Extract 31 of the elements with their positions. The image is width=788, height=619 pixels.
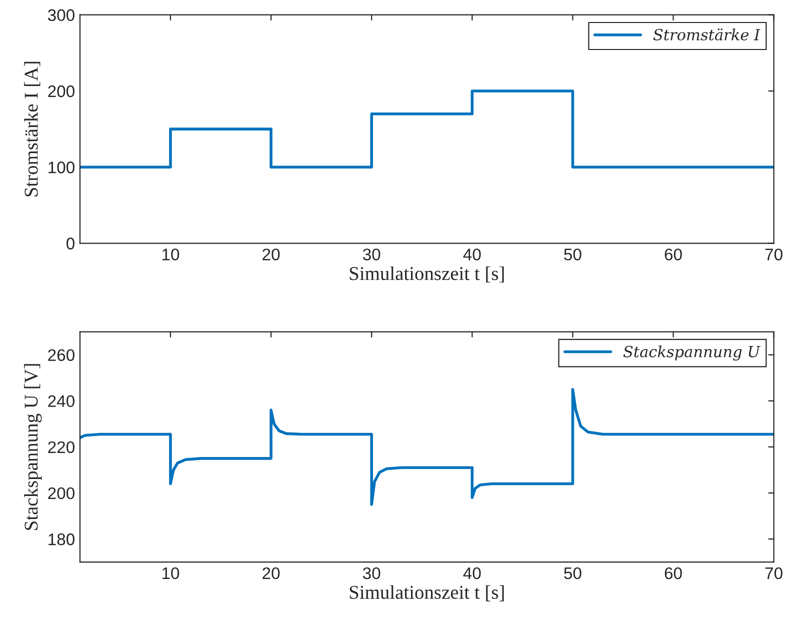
line-series bbox=[80, 90, 774, 169]
line-series bbox=[80, 388, 774, 506]
y-tick-label: 180 bbox=[48, 533, 74, 546]
x-tick-label: 60 bbox=[664, 248, 682, 260]
x-tick-label: 40 bbox=[463, 248, 481, 260]
legend-label: Stackspannung U bbox=[623, 346, 760, 361]
y-tick-label: 240 bbox=[48, 395, 74, 408]
x-axis-title: Simulationszeit t [s] bbox=[350, 266, 504, 283]
y-axis-title: Stackspannung U [V] bbox=[24, 364, 42, 530]
x-tick-label: 70 bbox=[765, 248, 782, 260]
x-tick-label: 30 bbox=[362, 567, 380, 580]
x-tick-label: 10 bbox=[162, 248, 180, 260]
y-tick-label: 220 bbox=[48, 441, 74, 454]
x-tick-label: 10 bbox=[162, 567, 180, 580]
y-axis-title: Stromstärke I [A] bbox=[24, 62, 40, 196]
x-axis-title: Simulationszeit t [s] bbox=[350, 585, 504, 602]
x-tick-label: 50 bbox=[564, 567, 582, 580]
y-tick-label: 300 bbox=[48, 9, 74, 22]
y-tick-label: 200 bbox=[48, 85, 74, 98]
x-tick-label: 30 bbox=[362, 248, 380, 260]
y-tick-label: 0 bbox=[66, 238, 74, 250]
y-tick-label: 260 bbox=[48, 349, 74, 362]
x-tick-label: 20 bbox=[262, 567, 280, 580]
legend-label: Stromstärke I bbox=[653, 28, 760, 40]
y-tick-label: 100 bbox=[48, 162, 74, 174]
x-tick-label: 60 bbox=[664, 567, 682, 580]
x-tick-label: 70 bbox=[765, 567, 782, 580]
x-tick-label: 50 bbox=[564, 248, 582, 260]
x-tick-label: 40 bbox=[463, 567, 481, 580]
y-tick-label: 200 bbox=[48, 487, 74, 500]
x-tick-label: 20 bbox=[262, 248, 280, 260]
